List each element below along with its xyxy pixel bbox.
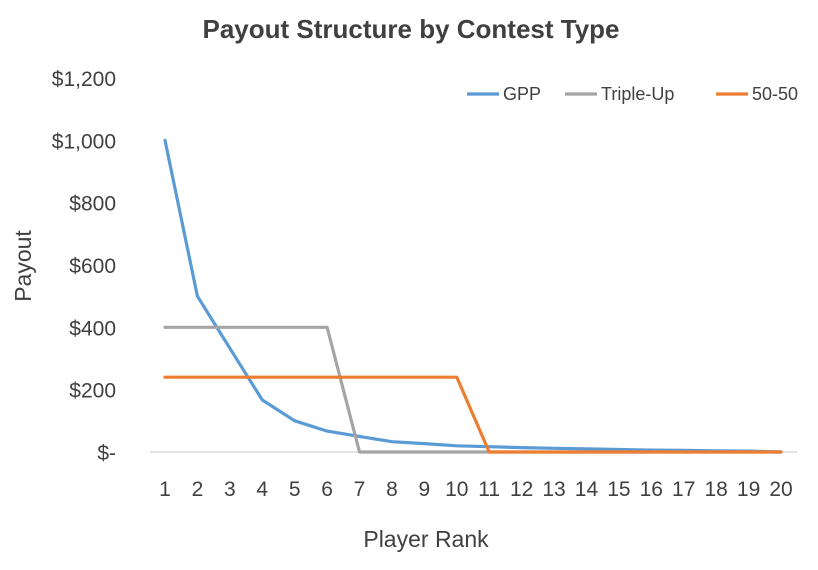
x-tick-label: 15: [607, 478, 630, 501]
y-axis-ticks: $- $200 $400 $600 $800 $1,000 $1,200: [52, 68, 116, 465]
x-tick-label: 17: [672, 478, 695, 501]
x-tick-label: 10: [445, 478, 468, 501]
x-tick-label: 8: [386, 478, 398, 501]
x-tick-label: 6: [321, 478, 333, 501]
y-tick-label: $200: [69, 380, 116, 403]
x-tick-label: 12: [510, 478, 533, 501]
y-tick-label: $1,000: [52, 130, 116, 153]
x-tick-label: 9: [419, 478, 431, 501]
x-tick-label: 4: [256, 478, 268, 501]
x-tick-label: 2: [192, 478, 204, 501]
legend-label: Triple-Up: [601, 84, 674, 104]
x-tick-label: 11: [478, 478, 500, 501]
legend-label: GPP: [503, 84, 541, 104]
x-tick-label: 14: [575, 478, 599, 501]
y-tick-label: $-: [97, 442, 116, 465]
x-tick-label: 3: [224, 478, 236, 501]
legend: GPP Triple-Up 50-50: [467, 84, 798, 104]
x-tick-label: 7: [354, 478, 366, 501]
x-tick-label: 18: [704, 478, 727, 501]
chart-title: Payout Structure by Contest Type: [202, 14, 619, 44]
x-tick-label: 19: [737, 478, 760, 501]
x-axis-ticks: 1 2 3 4 5 6 7 8 9 10 11 12 13 14 15 16 17 18 19 20: [159, 478, 793, 501]
x-tick-label: 13: [542, 478, 565, 501]
y-tick-label: $400: [69, 317, 116, 340]
y-tick-label: $1,200: [52, 68, 116, 91]
x-axis-label: Player Rank: [363, 526, 489, 552]
y-tick-label: $800: [69, 193, 116, 216]
x-tick-label: 1: [159, 478, 171, 501]
x-tick-label: 16: [640, 478, 663, 501]
x-tick-label: 5: [289, 478, 301, 501]
y-tick-label: $600: [69, 255, 116, 278]
series-line-gpp: [163, 138, 783, 454]
series-lines: [163, 138, 783, 454]
series-line-50-50: [163, 375, 783, 454]
x-tick-label: 20: [769, 478, 792, 501]
y-axis-label: Payout: [10, 230, 36, 302]
legend-label: 50-50: [752, 84, 798, 104]
